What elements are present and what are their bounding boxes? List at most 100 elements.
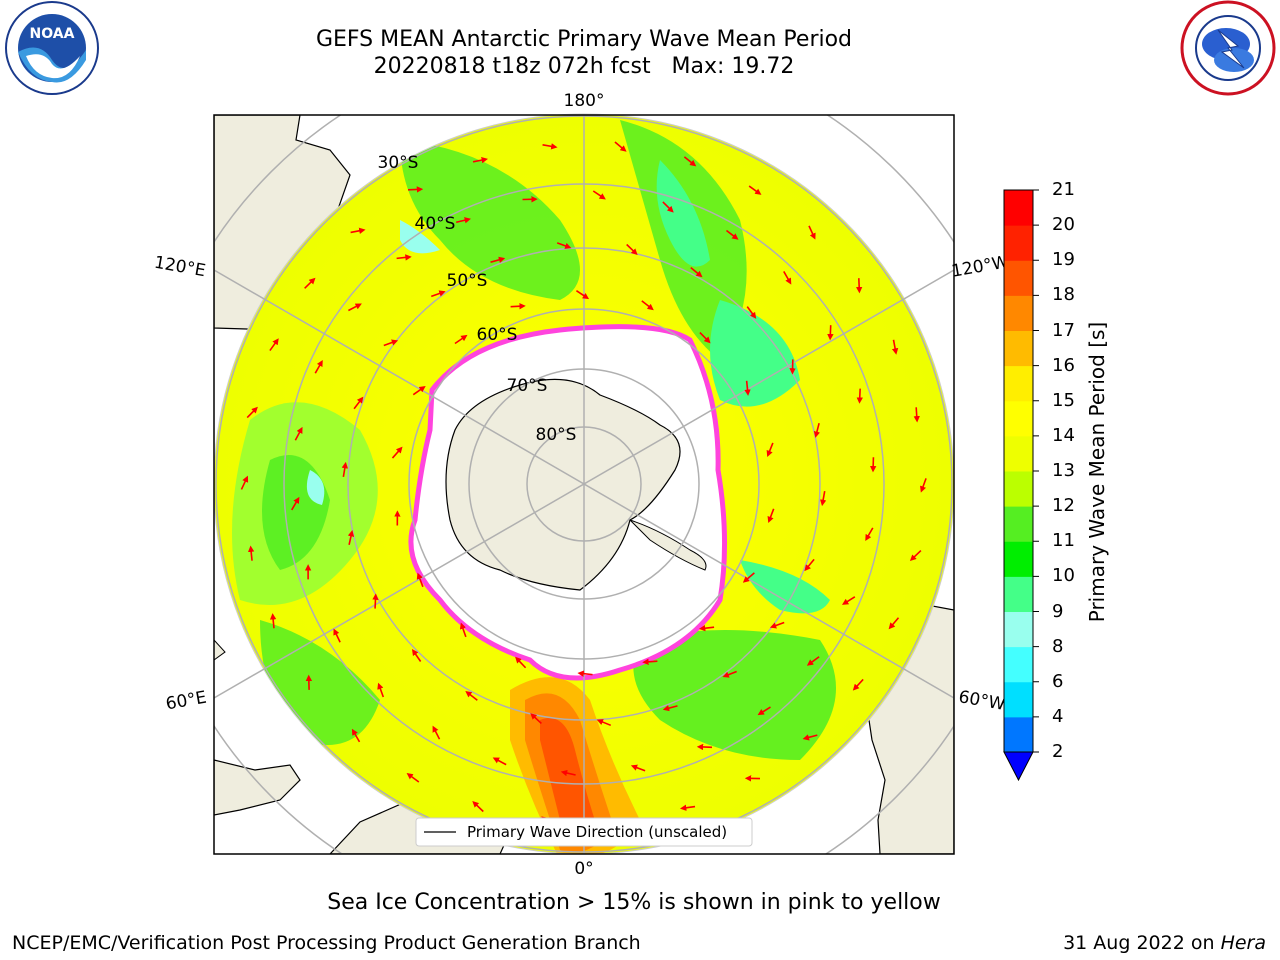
wave-direction-arrow [767,508,775,524]
chart-title-line2: 20220818 t18z 072h fcst Max: 19.72 [373,54,795,79]
footer-right: 31 Aug 2022 on Hera [1063,932,1266,954]
wave-direction-arrow [804,558,815,572]
wave-direction-arrow [492,757,507,766]
wave-direction-arrow [891,339,899,355]
colorbar-segment [1004,471,1033,507]
colorbar-segment [1004,400,1033,437]
lat-label-40s: 40°S [415,214,456,234]
wave-direction-arrow [742,572,755,583]
wave-direction-arrow [432,725,441,740]
lon-label-180: 180° [564,91,605,111]
colorbar-tick-label: 17 [1052,319,1075,341]
wave-direction-arrow [240,475,249,490]
wave-direction-arrow [333,628,341,643]
colorbar-tick-label: 6 [1052,670,1064,692]
wave-direction-arrow [472,156,488,164]
lon-label-120e: 120°E [153,253,207,282]
chart-title-line1: GEFS MEAN Antarctic Primary Wave Mean Pe… [315,27,853,52]
colorbar-tick-label: 20 [1052,214,1075,236]
footer-left: NCEP/EMC/Verification Post Processing Pr… [12,932,641,954]
wave-direction-arrow [411,649,422,662]
colorbar-tick-label: 21 [1052,179,1075,200]
wave-direction-arrow [766,442,774,458]
wave-direction-arrow [683,156,697,167]
wave-direction-arrow [614,141,627,152]
lat-label-30s: 30°S [378,153,419,173]
wave-direction-arrow [820,491,827,507]
colorbar-tick-label: 14 [1052,424,1075,446]
wave-direction-arrow [662,201,674,213]
wave-direction-arrow [269,338,279,352]
wave-direction-arrow [808,225,816,240]
sea-ice-caption: Sea Ice Concentration > 15% is shown in … [327,890,941,915]
wave-direction-arrow [412,385,426,396]
wave-direction-arrow [372,593,379,609]
wave-direction-arrow [351,728,361,743]
colorbar-tick-label: 19 [1052,249,1075,271]
wave-direction-arrow [722,670,737,678]
wave-direction-arrow [852,678,864,691]
wave-direction-arrow [416,572,424,588]
wave-direction-arrow [341,461,348,478]
wave-direction-arrow [510,303,526,310]
wave-direction-arrow [560,769,576,777]
wave-direction-arrow [855,278,863,294]
lon-label-60w: 60°W [957,687,1007,715]
wave-direction-arrow [769,621,785,629]
noaa-logo-icon: NOAA [5,1,99,95]
colorbar [1003,189,1039,782]
colorbar-tick-label: 10 [1052,565,1075,587]
colorbar-segment [1004,576,1033,612]
wave-direction-arrow [291,496,300,511]
wave-direction-arrow [888,617,900,630]
wave-direction-arrow [920,478,927,493]
colorbar-segment [1004,611,1033,648]
wave-direction-arrow [396,254,412,261]
wave-direction-arrow [269,613,277,629]
wave-direction-arrow [699,331,711,344]
wave-direction-arrow [454,334,468,345]
colorbar-tick-label: 13 [1052,460,1075,481]
wave-direction-arrow [314,359,323,374]
lon-label-60e: 60°E [164,688,208,715]
footer-date: 31 Aug 2022 on [1063,932,1221,954]
lon-label-0: 0° [574,859,593,879]
wave-direction-arrow [247,545,255,561]
wave-direction-arrow [304,277,316,289]
wave-direction-arrow [406,773,420,783]
wave-direction-arrow [596,719,612,727]
wave-direction-arrow [757,706,771,716]
wave-direction-arrow [748,185,762,195]
wave-direction-arrow [744,380,751,396]
wave-direction-arrow [806,656,820,666]
map-border [213,114,955,855]
wave-direction-arrows [240,141,927,827]
wave-direction-arrow [350,227,366,234]
wave-direction-arrow [391,446,403,459]
wave-direction-arrow [542,143,558,150]
wave-direction-arrow [455,217,471,224]
wave-direction-arrow [383,339,399,347]
wave-direction-arrow [679,804,696,811]
wave-direction-arrow [347,530,355,546]
lat-label-80s: 80°S [536,425,577,445]
colorbar-tick-label: 16 [1052,354,1075,376]
wave-direction-arrow [626,243,638,256]
wave-direction-arrow [575,290,590,300]
wave-direction-arrow [913,407,920,423]
wave-direction-arrow [865,527,874,542]
wave-direction-arrow [783,271,792,285]
wave-direction-arrow [642,658,658,666]
colorbar-tick-label: 18 [1052,284,1075,306]
colorbar-tick-label: 8 [1052,635,1064,657]
wave-direction-arrow [294,426,303,441]
lat-label-60s: 60°S [477,325,518,345]
wave-direction-arrow [465,690,478,701]
wave-direction-arrow [515,656,527,669]
wave-direction-arrow [698,625,715,632]
wave-direction-arrow [377,682,385,698]
colorbar-segment [1004,190,1033,226]
colorbar-segment [1004,435,1033,472]
lat-label-50s: 50°S [447,271,488,291]
